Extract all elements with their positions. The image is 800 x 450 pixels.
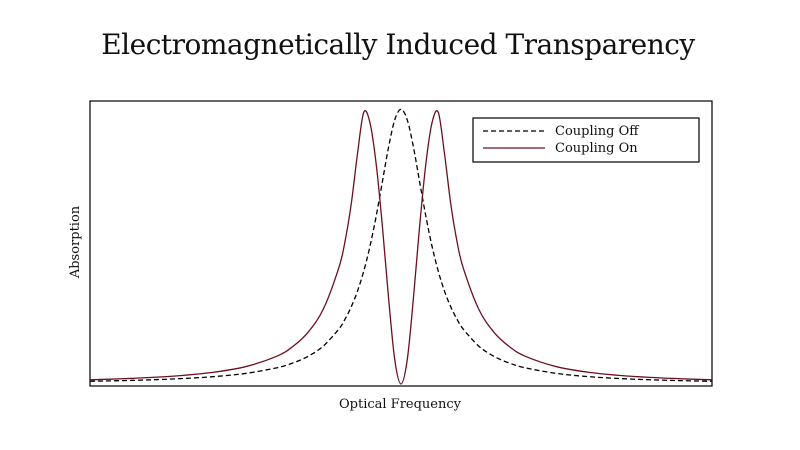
plot-frame <box>89 100 713 387</box>
legend-box <box>472 117 700 163</box>
legend-label-coupling-off: Coupling Off <box>555 124 640 139</box>
x-axis-label: Optical Frequency <box>339 397 462 412</box>
legend: Coupling Off Coupling On <box>472 117 700 163</box>
series-layer <box>89 108 713 385</box>
series-coupling-on <box>89 110 713 385</box>
series-line-coupling-on <box>89 110 713 385</box>
legend-label-coupling-on: Coupling On <box>555 141 638 156</box>
chart-title: Electromagnetically Induced Transparency <box>101 28 695 61</box>
series-line-coupling-off <box>89 108 713 382</box>
y-axis-label: Absorption <box>68 205 83 279</box>
series-coupling-off <box>89 108 713 382</box>
